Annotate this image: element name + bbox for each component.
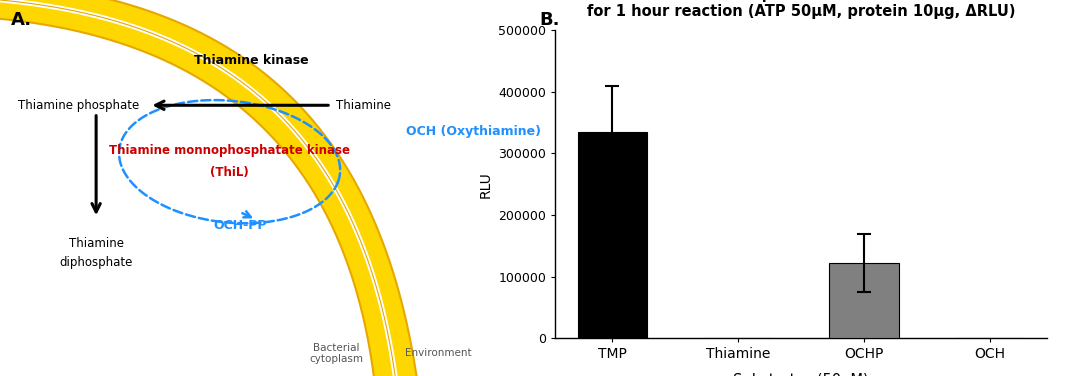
Text: diphosphate: diphosphate — [60, 256, 132, 269]
Text: B.: B. — [539, 11, 560, 29]
X-axis label: Substrates (50μM): Substrates (50μM) — [734, 373, 868, 376]
Bar — [830, 263, 898, 338]
Y-axis label: RLU: RLU — [478, 171, 492, 198]
Bar — [578, 132, 647, 338]
Text: Environment: Environment — [405, 349, 471, 358]
Text: OCH-PP: OCH-PP — [214, 219, 267, 232]
Text: Thiamine monnophosphatate kinase: Thiamine monnophosphatate kinase — [109, 144, 350, 157]
Text: Thiamine kinase: Thiamine kinase — [193, 54, 309, 67]
Title: ATP consumption of ThiL OCHR#7
for 1 hour reaction (ATP 50μM, protein 10μg, ΔRLU: ATP consumption of ThiL OCHR#7 for 1 hou… — [586, 0, 1016, 19]
Text: Bacterial
cytoplasm: Bacterial cytoplasm — [310, 343, 363, 364]
Text: Thiamine phosphate: Thiamine phosphate — [17, 99, 139, 112]
Text: Thiamine: Thiamine — [68, 237, 124, 250]
Text: OCH (Oxythiamine): OCH (Oxythiamine) — [406, 125, 540, 138]
Text: (ThiL): (ThiL) — [210, 167, 249, 179]
Text: Thiamine: Thiamine — [336, 99, 391, 112]
Polygon shape — [0, 0, 417, 376]
Text: A.: A. — [11, 11, 32, 29]
